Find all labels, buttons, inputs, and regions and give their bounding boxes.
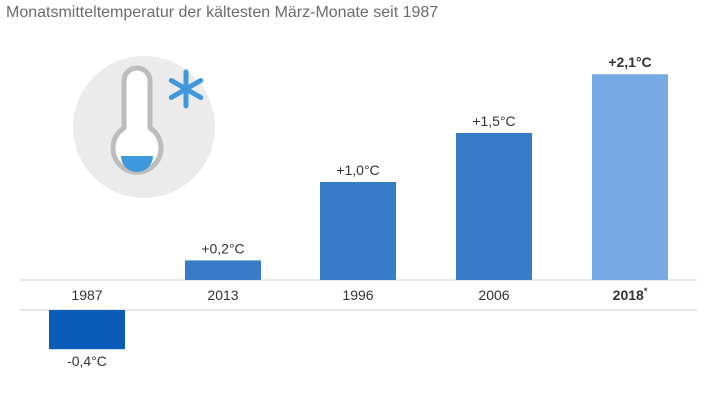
value-label-2018: +2,1°C bbox=[608, 54, 651, 70]
category-label-2013: 2013 bbox=[207, 287, 238, 303]
bar-2013 bbox=[185, 260, 261, 280]
value-label-1996: +1,0°C bbox=[336, 162, 379, 178]
category-label-1987: 1987 bbox=[71, 287, 102, 303]
snowflake-icon bbox=[168, 69, 204, 109]
value-label-2013: +0,2°C bbox=[201, 240, 244, 256]
footnote-marker: * bbox=[644, 286, 648, 296]
bars-group bbox=[49, 74, 668, 350]
chart-subtitle: Monatsmitteltemperatur der kältesten Mär… bbox=[6, 4, 439, 21]
thermometer-icon bbox=[110, 65, 164, 175]
bar-1987 bbox=[49, 310, 125, 350]
value-label-2006: +1,5°C bbox=[472, 113, 515, 129]
value-labels-group: -0,4°C +0,2°C +1,0°C +1,5°C +2,1°C bbox=[67, 54, 652, 369]
category-label-1996: 1996 bbox=[342, 287, 373, 303]
thermometer-illustration bbox=[73, 56, 215, 198]
bar-1996 bbox=[320, 182, 396, 280]
category-label-2006: 2006 bbox=[478, 287, 509, 303]
bar-2006 bbox=[456, 133, 532, 280]
category-labels-group: 1987 2013 1996 2006 2018* bbox=[71, 286, 647, 303]
value-label-1987: -0,4°C bbox=[67, 353, 107, 369]
bar-2018 bbox=[592, 74, 668, 280]
category-label-2018: 2018* bbox=[613, 286, 648, 303]
